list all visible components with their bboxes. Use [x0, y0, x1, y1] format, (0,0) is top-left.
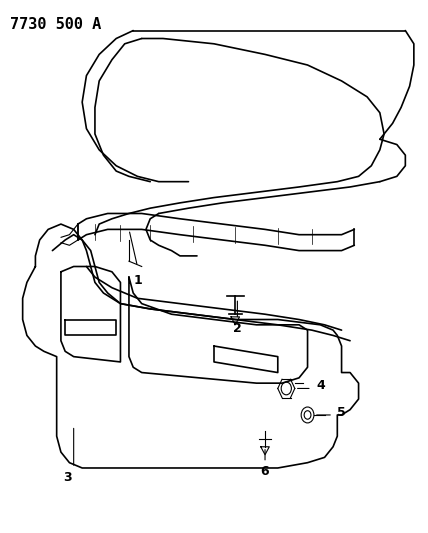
Text: 3: 3 — [63, 471, 71, 483]
Text: 4: 4 — [316, 379, 325, 392]
Text: 6: 6 — [261, 465, 269, 478]
Text: 5: 5 — [337, 406, 346, 419]
Text: 7730 500 A: 7730 500 A — [10, 17, 101, 33]
Text: 1: 1 — [133, 274, 142, 287]
Text: 2: 2 — [233, 322, 242, 335]
